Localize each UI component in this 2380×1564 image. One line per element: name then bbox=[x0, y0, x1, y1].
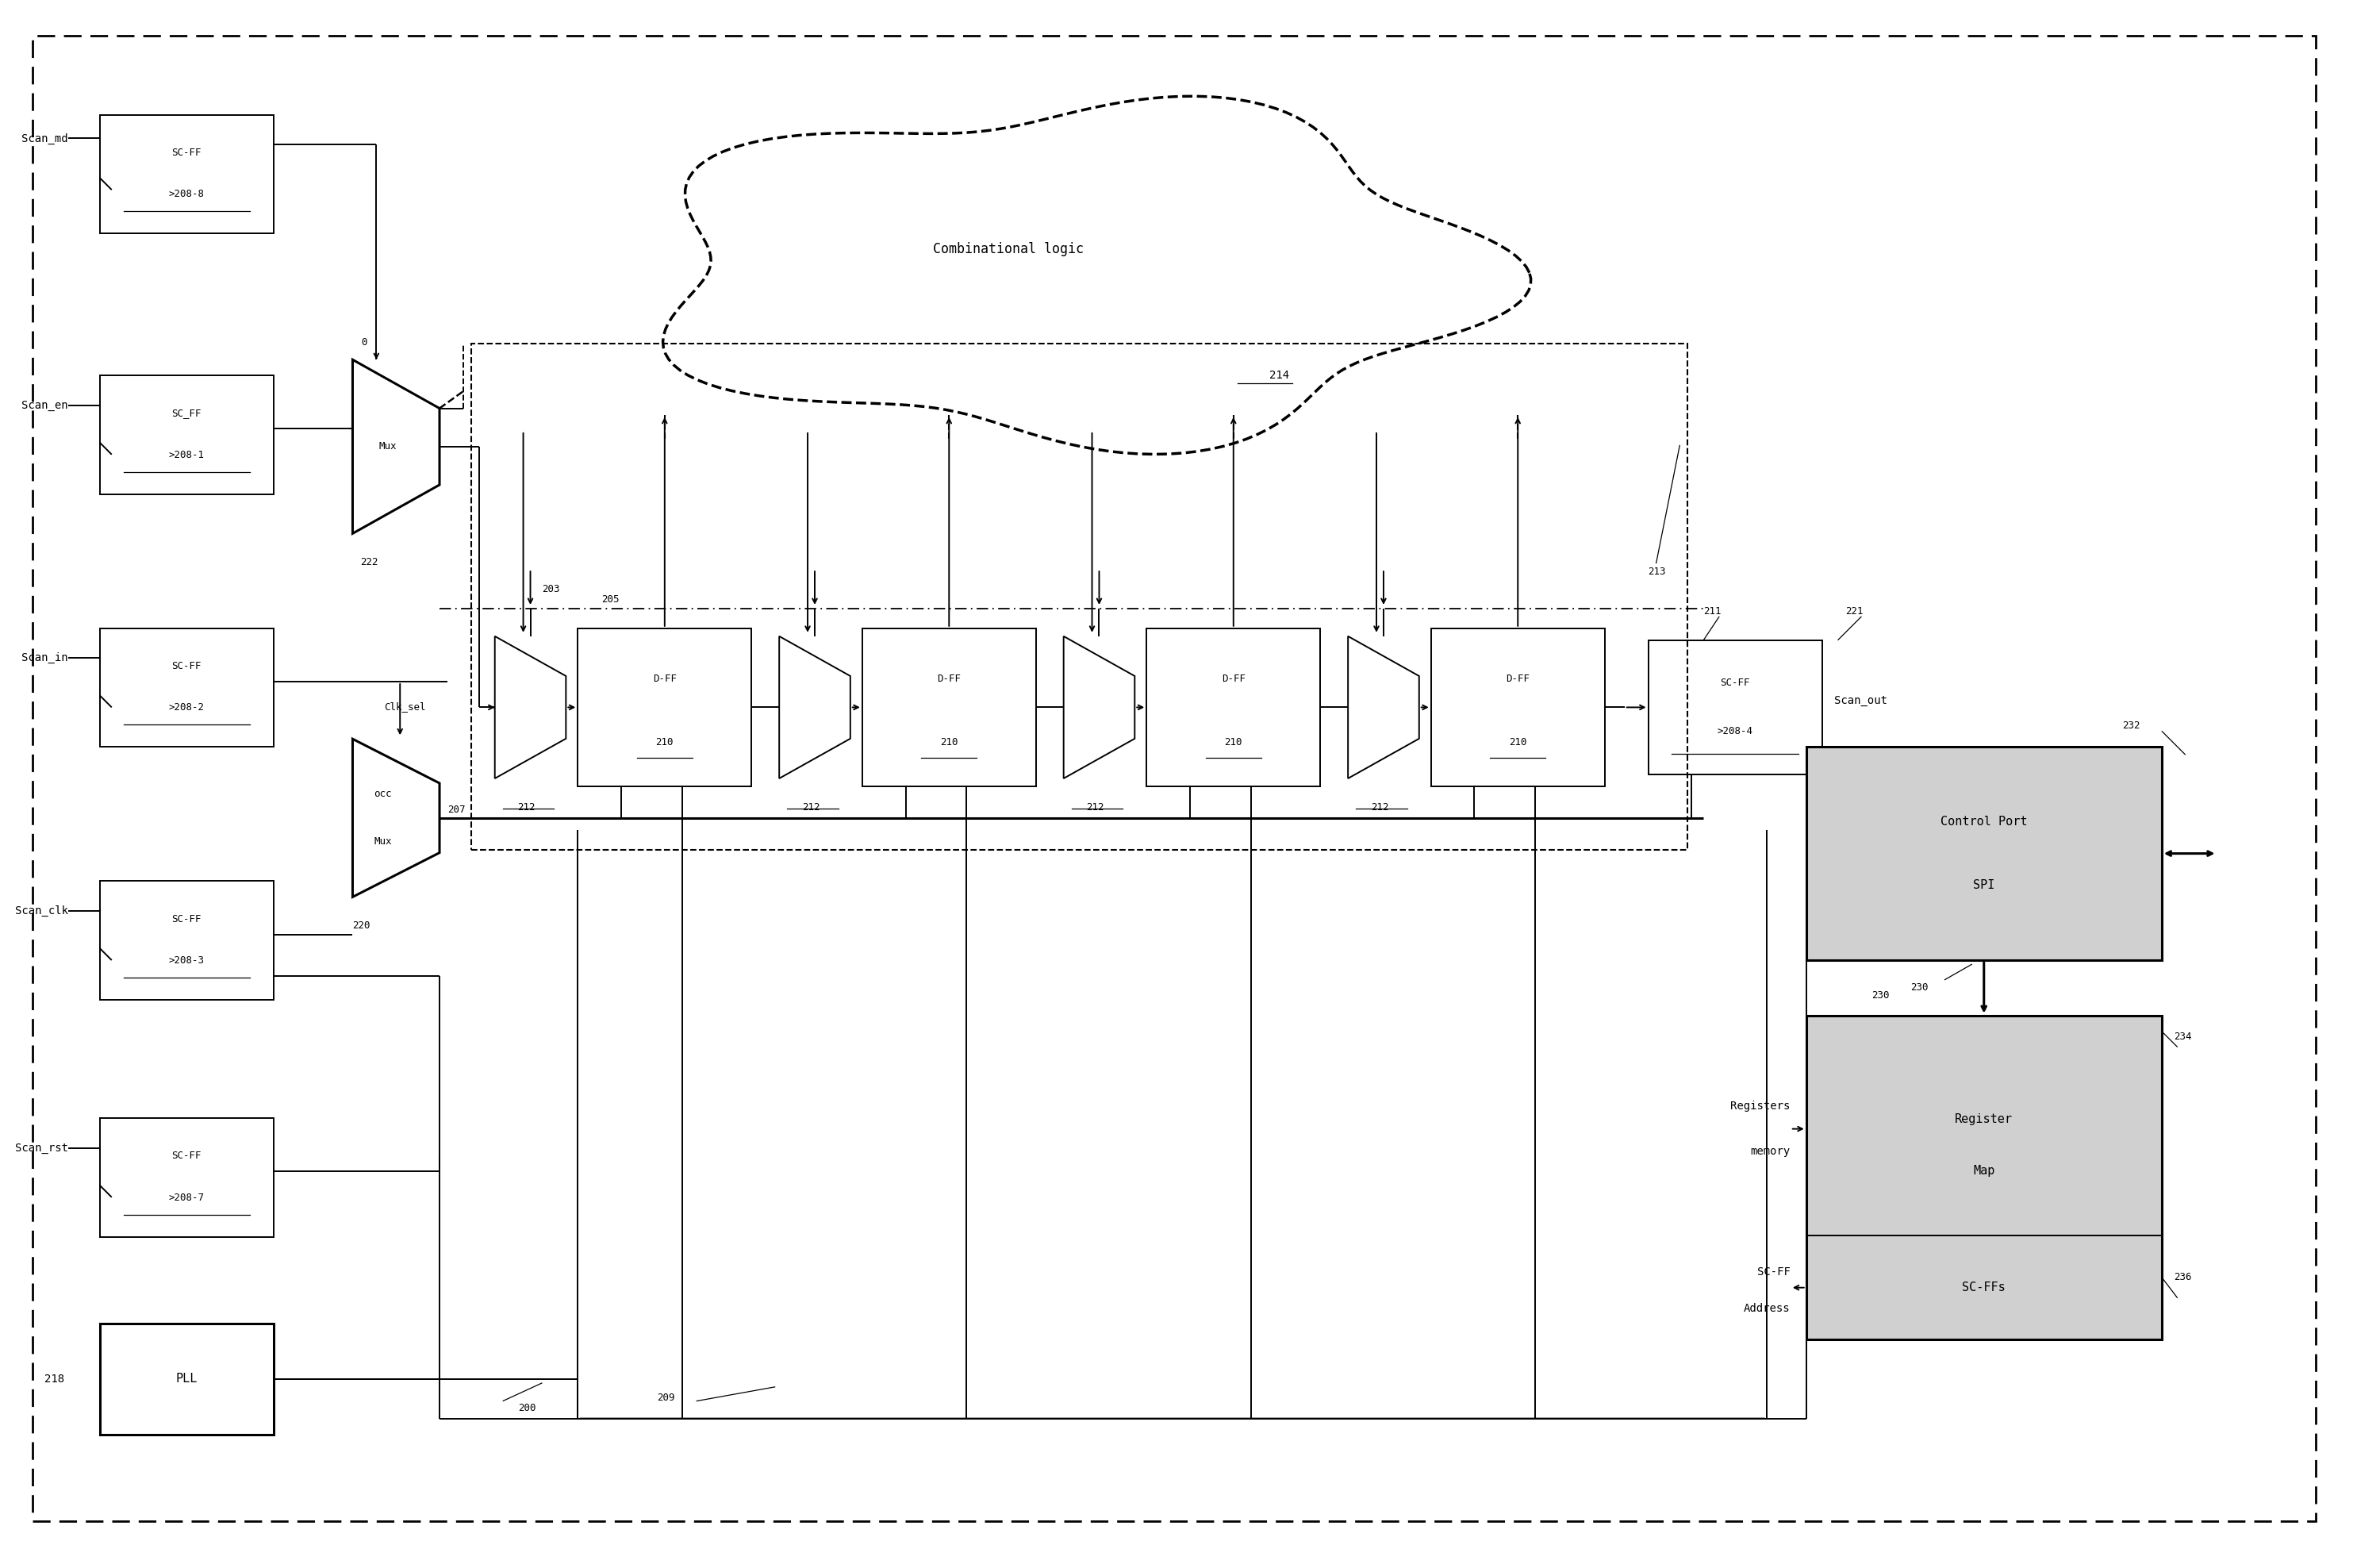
Text: SC-FF: SC-FF bbox=[1721, 679, 1749, 688]
Text: 230: 230 bbox=[1871, 990, 1890, 1001]
Text: PLL: PLL bbox=[176, 1373, 198, 1384]
Text: 0: 0 bbox=[362, 338, 367, 347]
Text: 212: 212 bbox=[1085, 802, 1104, 812]
Polygon shape bbox=[1347, 637, 1418, 779]
Text: Address: Address bbox=[1745, 1303, 1790, 1314]
Text: SC-FF: SC-FF bbox=[171, 147, 202, 158]
Text: Control Port: Control Port bbox=[1940, 815, 2028, 827]
Polygon shape bbox=[1064, 637, 1135, 779]
Bar bbox=[1806, 748, 2161, 960]
Text: Combinational logic: Combinational logic bbox=[933, 242, 1083, 256]
Bar bbox=[1649, 640, 1823, 774]
Text: 205: 205 bbox=[602, 594, 619, 605]
Text: D-FF: D-FF bbox=[938, 674, 962, 683]
Bar bbox=[100, 881, 274, 999]
Text: 220: 220 bbox=[352, 921, 371, 931]
Text: 211: 211 bbox=[1704, 607, 1721, 616]
Text: occ: occ bbox=[374, 790, 393, 799]
Text: 232: 232 bbox=[2123, 721, 2140, 730]
Polygon shape bbox=[352, 738, 440, 898]
Text: 222: 222 bbox=[359, 557, 378, 568]
Bar bbox=[1147, 629, 1321, 787]
Bar bbox=[100, 1118, 274, 1237]
Text: 218: 218 bbox=[45, 1373, 64, 1384]
Text: SPI: SPI bbox=[1973, 879, 1994, 891]
Bar bbox=[578, 629, 752, 787]
Text: memory: memory bbox=[1752, 1146, 1790, 1157]
Text: 200: 200 bbox=[519, 1403, 536, 1412]
Bar bbox=[1806, 1015, 2161, 1339]
Text: D-FF: D-FF bbox=[652, 674, 676, 683]
Text: 210: 210 bbox=[1226, 737, 1242, 748]
Text: Mux: Mux bbox=[374, 837, 393, 846]
Polygon shape bbox=[352, 360, 440, 533]
Text: Scan_rst: Scan_rst bbox=[14, 1142, 69, 1153]
Text: D-FF: D-FF bbox=[1507, 674, 1530, 683]
Text: Scan_in: Scan_in bbox=[21, 652, 69, 663]
Bar bbox=[471, 344, 1687, 849]
Text: >208-7: >208-7 bbox=[169, 1192, 205, 1203]
Text: SC-FF: SC-FF bbox=[171, 1151, 202, 1162]
Text: 209: 209 bbox=[657, 1392, 674, 1403]
Polygon shape bbox=[778, 637, 850, 779]
Text: 221: 221 bbox=[1844, 607, 1864, 616]
Text: 234: 234 bbox=[2173, 1031, 2192, 1042]
Text: D-FF: D-FF bbox=[1221, 674, 1245, 683]
Text: 203: 203 bbox=[543, 583, 559, 594]
Text: >208-8: >208-8 bbox=[169, 189, 205, 199]
Text: 236: 236 bbox=[2173, 1272, 2192, 1282]
Text: 212: 212 bbox=[802, 802, 819, 812]
Text: Register: Register bbox=[1954, 1114, 2013, 1125]
Text: 212: 212 bbox=[516, 802, 536, 812]
Text: SC-FF: SC-FF bbox=[1756, 1267, 1790, 1278]
Bar bbox=[100, 114, 274, 233]
Text: Map: Map bbox=[1973, 1165, 1994, 1178]
Text: SC-FF: SC-FF bbox=[171, 913, 202, 924]
Text: 210: 210 bbox=[657, 737, 674, 748]
Text: 210: 210 bbox=[1509, 737, 1526, 748]
Text: Scan_md: Scan_md bbox=[21, 133, 69, 144]
Text: SC_FF: SC_FF bbox=[171, 408, 202, 419]
Text: >208-1: >208-1 bbox=[169, 450, 205, 460]
Bar bbox=[100, 629, 274, 748]
Text: 207: 207 bbox=[447, 805, 464, 815]
Bar bbox=[100, 375, 274, 494]
Text: SC-FFs: SC-FFs bbox=[1961, 1281, 2006, 1293]
Bar bbox=[862, 629, 1035, 787]
Text: Scan_en: Scan_en bbox=[21, 399, 69, 411]
Text: 210: 210 bbox=[940, 737, 959, 748]
Text: >208-2: >208-2 bbox=[169, 702, 205, 713]
Text: SC-FF: SC-FF bbox=[171, 662, 202, 671]
Text: 214: 214 bbox=[1269, 371, 1290, 382]
Text: 212: 212 bbox=[1371, 802, 1388, 812]
Text: 230: 230 bbox=[1911, 982, 1928, 993]
Text: Scan_out: Scan_out bbox=[1835, 694, 1887, 707]
Text: Scan_clk: Scan_clk bbox=[14, 906, 69, 917]
Text: >208-3: >208-3 bbox=[169, 956, 205, 965]
Text: Clk_sel: Clk_sel bbox=[383, 701, 426, 712]
Text: 213: 213 bbox=[1649, 566, 1666, 577]
Text: Mux: Mux bbox=[378, 441, 397, 452]
Bar bbox=[1430, 629, 1604, 787]
Text: Registers: Registers bbox=[1730, 1101, 1790, 1112]
Text: >208-4: >208-4 bbox=[1718, 726, 1754, 737]
Bar bbox=[100, 1323, 274, 1434]
Polygon shape bbox=[495, 637, 566, 779]
